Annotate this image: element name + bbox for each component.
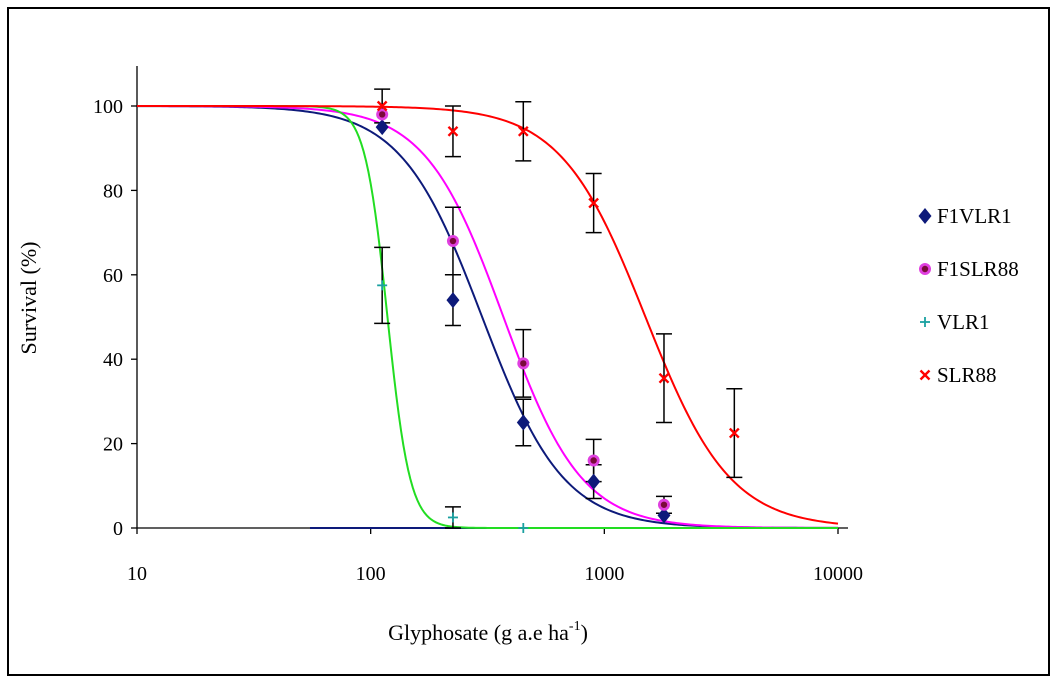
marker-d2: [658, 372, 670, 384]
legend-marker-slr88: [919, 369, 931, 381]
x-axis-title-superscript: -1: [569, 619, 581, 634]
marker-inner: [520, 360, 527, 367]
y-tick-label: 80: [103, 180, 123, 202]
fit-curve-f1vlr1: [137, 105, 838, 529]
point-f1slr88: [376, 108, 389, 121]
point-f1vlr1: [375, 119, 389, 136]
legend-label-slr88: SLR88: [937, 363, 997, 387]
x-axis-title-main: Glyphosate (g a.e ha: [388, 620, 569, 645]
point-f1slr88: [517, 357, 530, 370]
point-slr88: [447, 125, 459, 137]
point-f1slr88: [587, 454, 600, 467]
point-slr88: [588, 197, 599, 209]
data-points: [375, 100, 740, 533]
x-axis-title: Glyphosate (g a.e ha-1): [388, 619, 588, 645]
point-f1vlr1: [446, 292, 460, 309]
legend-label-f1slr88: F1SLR88: [937, 257, 1019, 281]
y-tick-label: 20: [103, 434, 123, 456]
point-vlr1: [377, 280, 388, 291]
point-slr88: [517, 125, 529, 137]
point-f1vlr1: [657, 507, 671, 524]
point-f1slr88: [657, 498, 670, 511]
fit-curve-f1slr88: [137, 105, 838, 529]
legend: F1VLR1 F1SLR88 VLR1 SLR88: [918, 204, 1019, 387]
point-slr88: [376, 100, 388, 112]
fitted-curves: [137, 105, 839, 529]
marker-d2: [728, 427, 740, 439]
marker-inner: [449, 237, 457, 245]
axes: 0 20 40 60 80 100 10 100 1000 10000: [93, 66, 863, 585]
y-tick-label: 100: [93, 96, 123, 118]
marker-inner: [921, 265, 929, 273]
marker-d2: [376, 100, 388, 112]
legend-marker-f1vlr1: [918, 208, 932, 224]
fit-curve-slr88: [137, 105, 839, 525]
legend-marker-vlr1: [920, 317, 930, 327]
x-tick-label: 1000: [584, 563, 624, 585]
y-tick-label: 40: [103, 349, 123, 371]
marker-d2: [919, 369, 931, 381]
point-vlr1: [518, 523, 529, 533]
point-slr88: [658, 372, 670, 384]
point-f1vlr1: [587, 473, 601, 490]
point-slr88: [728, 427, 740, 439]
marker-d2: [517, 125, 529, 137]
y-tick-label: 0: [113, 518, 123, 540]
y-axis-title: Survival (%): [16, 241, 41, 354]
marker-d2: [588, 197, 599, 209]
chart-frame: [7, 7, 1050, 676]
point-f1slr88: [446, 235, 459, 248]
point-vlr1: [447, 512, 458, 523]
x-tick-label: 10: [127, 563, 147, 585]
x-tick-label: 10000: [813, 563, 863, 585]
marker-inner: [660, 501, 668, 508]
legend-label-f1vlr1: F1VLR1: [937, 204, 1012, 228]
legend-marker-f1slr88: [919, 263, 931, 275]
legend-label-vlr1: VLR1: [937, 310, 990, 334]
marker-inner: [590, 457, 597, 464]
marker-inner: [378, 111, 386, 118]
point-f1vlr1: [516, 414, 530, 431]
fit-curve-vlr1: [137, 105, 838, 529]
marker-d2: [447, 125, 459, 137]
x-tick-label: 100: [356, 563, 386, 585]
x-axis-title-suffix: ): [581, 620, 588, 645]
y-tick-label: 60: [103, 265, 123, 287]
